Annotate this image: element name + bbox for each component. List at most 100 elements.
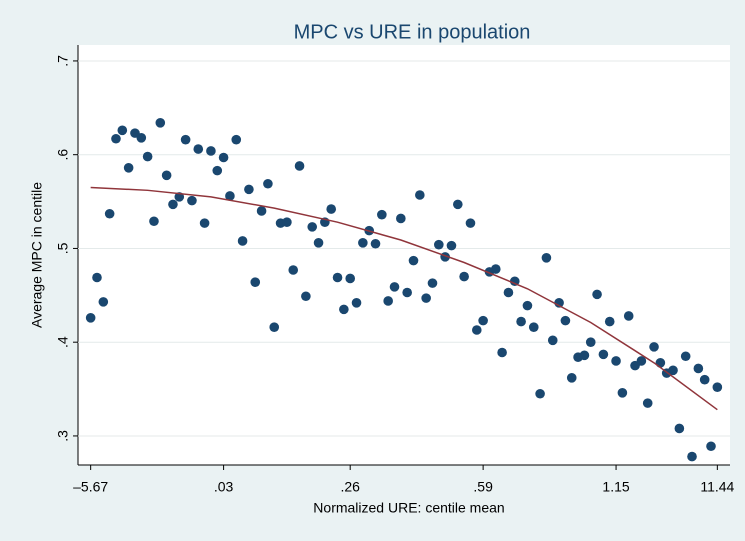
scatter-point [288, 265, 299, 275]
scatter-point [490, 264, 501, 274]
scatter-point [585, 337, 596, 347]
scatter-point [282, 217, 292, 227]
scatter-point [313, 238, 324, 248]
scatter-point [402, 287, 412, 298]
scatter-point [142, 151, 153, 162]
scatter-point [180, 134, 191, 145]
scatter-point [155, 118, 166, 128]
scatter-point [503, 287, 514, 298]
scatter-point [389, 282, 400, 292]
scatter-point [187, 195, 197, 206]
scatter-point [256, 206, 267, 216]
scatter-point [611, 356, 621, 366]
scatter-point [383, 296, 393, 306]
scatter-point [218, 152, 229, 163]
scatter-point [598, 349, 609, 360]
scatter-point [136, 133, 147, 143]
y-tick-label: .6 [55, 149, 71, 161]
scatter-point [465, 218, 476, 228]
scatter-point [111, 133, 121, 144]
scatter-point [655, 358, 666, 368]
scatter-point [693, 363, 704, 374]
scatter-point [623, 311, 634, 321]
scatter-point [680, 351, 691, 362]
scatter-point [453, 199, 463, 210]
scatter-point [547, 335, 558, 346]
x-tick-label: 11.44 [700, 479, 734, 495]
scatter-point [421, 293, 431, 303]
scatter-point [326, 204, 337, 214]
scatter-point [92, 272, 102, 283]
scatter-point [339, 304, 349, 315]
scatter-point [193, 144, 204, 154]
scatter-point [98, 297, 109, 307]
scatter-point [560, 315, 571, 326]
scatter-point [554, 298, 564, 308]
scatter-point [123, 163, 134, 173]
scatter-point [579, 350, 590, 361]
scatter-point [225, 191, 235, 201]
scatter-point [636, 356, 647, 366]
scatter-point [604, 316, 615, 327]
scatter-point [434, 239, 444, 250]
x-tick-label: –5.67 [73, 479, 108, 495]
scatter-point [332, 272, 343, 283]
y-tick-label: .7 [55, 55, 71, 67]
scatter-point [712, 382, 723, 392]
x-tick-label: .59 [473, 479, 493, 495]
scatter-point [377, 209, 387, 220]
scatter-point [117, 125, 128, 136]
scatter-point [699, 374, 710, 385]
scatter-point [649, 342, 659, 352]
y-tick-label: .4 [55, 336, 71, 348]
scatter-point [212, 165, 223, 176]
chart-title: MPC vs URE in population [294, 21, 531, 43]
fit-line [90, 186, 718, 411]
scatter-point [370, 238, 381, 249]
scatter-point [269, 322, 280, 332]
scatter-point [541, 253, 552, 263]
scatter-point [415, 190, 425, 200]
scatter-point [471, 325, 482, 335]
scatter-point [427, 278, 438, 288]
x-tick-label: 1.15 [602, 479, 629, 495]
scatter-point [566, 373, 577, 383]
scatter-point [687, 451, 697, 462]
scatter-point [516, 316, 526, 327]
scatter-point [199, 218, 210, 228]
scatter-point [358, 238, 368, 248]
scatter-point [345, 273, 355, 284]
scatter-point [104, 208, 115, 219]
scatter-point [446, 240, 457, 251]
scatter-point [459, 271, 469, 282]
scatter-point [509, 276, 520, 287]
scatter-point [706, 441, 716, 452]
scatter-point [206, 146, 216, 156]
scatter-point [231, 134, 242, 145]
y-tick-label: .5 [55, 242, 71, 254]
scatter-point [250, 277, 261, 287]
scatter-point [168, 199, 178, 210]
scatter-point [237, 236, 248, 246]
y-tick-label: .3 [55, 430, 71, 442]
scatter-point [668, 365, 678, 376]
plot-area [78, 45, 730, 465]
scatter-point [617, 388, 628, 398]
scatter-point [674, 423, 685, 434]
x-axis-title: Normalized URE: centile mean [313, 500, 504, 516]
scatter-point [161, 170, 172, 181]
scatter-point [592, 289, 602, 300]
scatter-point [263, 178, 273, 189]
y-axis-title: Average MPC in centile [29, 182, 45, 328]
scatter-point [351, 298, 362, 308]
scatter-point [85, 313, 96, 323]
scatter-point [528, 322, 539, 332]
x-tick-label: .26 [340, 479, 360, 495]
scatter-point [307, 222, 318, 232]
scatter-point [244, 184, 254, 195]
scatter-point [396, 213, 406, 224]
scatter-point [642, 398, 653, 408]
scatter-point [497, 347, 507, 358]
scatter-point [408, 255, 419, 266]
